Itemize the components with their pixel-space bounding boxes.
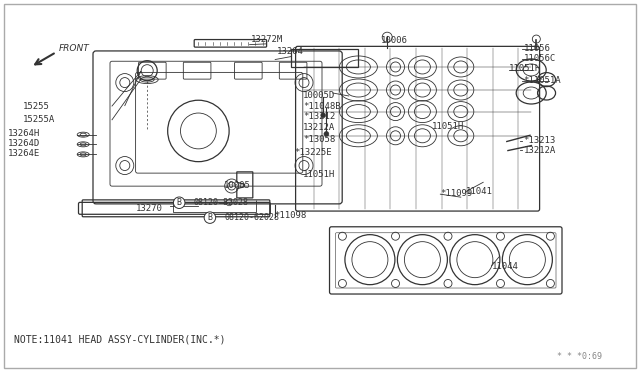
Text: B: B (177, 198, 182, 207)
Text: 08120-62028: 08120-62028 (224, 213, 279, 222)
Text: NOTE:11041 HEAD ASSY-CYLINDER(INC.*): NOTE:11041 HEAD ASSY-CYLINDER(INC.*) (14, 334, 225, 344)
Text: 13212A: 13212A (303, 123, 335, 132)
Text: B: B (207, 213, 212, 222)
Text: *11051A: *11051A (524, 76, 561, 85)
Circle shape (321, 113, 326, 118)
Circle shape (324, 131, 329, 137)
Text: 13264H: 13264H (8, 129, 40, 138)
Text: *13225E: *13225E (294, 148, 332, 157)
Text: 11041: 11041 (466, 187, 493, 196)
Text: 10005: 10005 (224, 181, 251, 190)
Text: * * *0:69: * * *0:69 (557, 352, 602, 361)
Text: 11044: 11044 (492, 262, 518, 271)
Text: FRONT: FRONT (59, 44, 90, 53)
Text: *13212: *13212 (303, 112, 335, 121)
Text: 10005D: 10005D (303, 92, 335, 100)
Bar (291, 49, 358, 67)
Text: 13270: 13270 (136, 204, 163, 213)
Text: 13264E: 13264E (8, 149, 40, 158)
Text: 13264: 13264 (276, 47, 303, 56)
Text: 10006: 10006 (381, 36, 408, 45)
Text: 11056: 11056 (524, 44, 550, 53)
Text: 11051H: 11051H (303, 170, 335, 179)
Text: 15255A: 15255A (22, 115, 54, 124)
Text: *11098: *11098 (274, 211, 306, 219)
Text: 13212A: 13212A (524, 146, 556, 155)
Text: 08120-82028: 08120-82028 (193, 198, 248, 207)
Text: 15255: 15255 (22, 102, 49, 110)
Text: 13264D: 13264D (8, 139, 40, 148)
Text: 13272M: 13272M (251, 35, 283, 44)
Text: *13058: *13058 (303, 135, 335, 144)
Text: 11051H: 11051H (509, 64, 541, 73)
Text: *11048B: *11048B (303, 102, 340, 111)
Text: 11051H: 11051H (432, 122, 464, 131)
Text: *13213: *13213 (524, 136, 556, 145)
Text: 11056C: 11056C (524, 54, 556, 62)
Text: *11099: *11099 (440, 189, 472, 198)
